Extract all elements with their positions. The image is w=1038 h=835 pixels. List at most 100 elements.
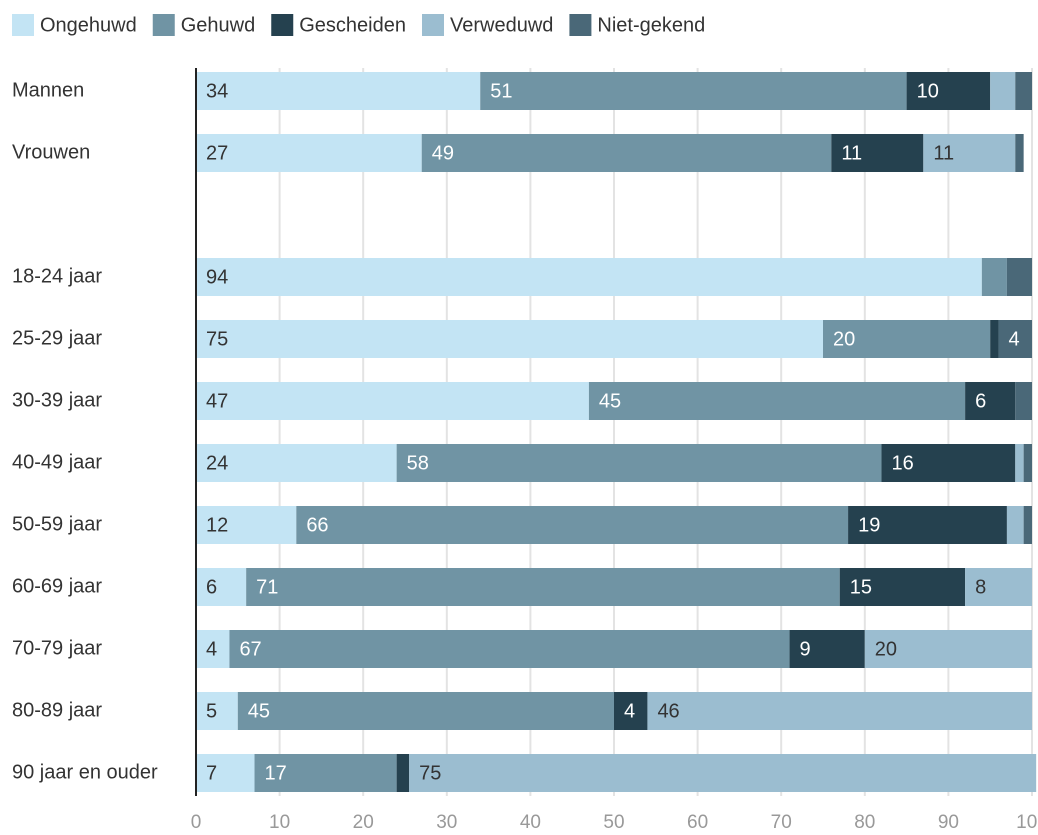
data-label: 6 bbox=[975, 390, 986, 412]
bar-segment bbox=[990, 72, 1016, 110]
category-label: 60-69 jaar bbox=[12, 575, 102, 597]
legend-label: Verweduwd bbox=[450, 14, 553, 36]
x-tick-label: 70 bbox=[771, 812, 792, 833]
data-label: 34 bbox=[206, 80, 228, 102]
bar-segment bbox=[998, 320, 1032, 358]
category-label: 50-59 jaar bbox=[12, 513, 102, 535]
data-label: 20 bbox=[833, 328, 855, 350]
data-label: 19 bbox=[858, 514, 880, 536]
data-label: 15 bbox=[850, 576, 872, 598]
bar-segment bbox=[196, 506, 297, 544]
bar-segment bbox=[981, 258, 1007, 296]
x-tick-label: 60 bbox=[687, 812, 708, 833]
data-label: 51 bbox=[490, 80, 512, 102]
bar-segment bbox=[1006, 506, 1024, 544]
data-label: 75 bbox=[206, 328, 228, 350]
bar-segment bbox=[1015, 134, 1024, 172]
bar-segment bbox=[1006, 258, 1032, 296]
legend-swatch bbox=[152, 14, 175, 36]
data-label: 16 bbox=[892, 452, 914, 474]
category-label: Mannen bbox=[12, 79, 84, 101]
bar-segment bbox=[990, 320, 999, 358]
bar-segment bbox=[254, 754, 397, 792]
bar-segment bbox=[1015, 382, 1032, 420]
bar-segment bbox=[296, 506, 849, 544]
data-label: 4 bbox=[206, 638, 217, 660]
data-label: 24 bbox=[206, 452, 228, 474]
bar-segment bbox=[588, 382, 966, 420]
legend-swatch bbox=[569, 14, 592, 36]
x-tick-label: 100 bbox=[1016, 812, 1038, 833]
category-label: 18-24 jaar bbox=[12, 265, 102, 287]
data-label: 45 bbox=[599, 390, 621, 412]
data-label: 5 bbox=[206, 700, 217, 722]
data-label: 10 bbox=[917, 80, 939, 102]
data-label: 66 bbox=[306, 514, 328, 536]
bar-segment bbox=[246, 568, 840, 606]
bar-segment bbox=[196, 630, 230, 668]
data-label: 75 bbox=[419, 762, 441, 784]
bar-segment bbox=[647, 692, 1032, 730]
bar-segment bbox=[196, 258, 982, 296]
x-tick-label: 40 bbox=[520, 812, 541, 833]
bar-segment bbox=[409, 754, 1037, 792]
bar-segment bbox=[965, 382, 1016, 420]
bar-segment bbox=[1023, 444, 1032, 482]
data-label: 4 bbox=[1009, 328, 1020, 350]
category-label: 40-49 jaar bbox=[12, 451, 102, 473]
bar-segment bbox=[965, 568, 1032, 606]
bar-segment bbox=[421, 134, 832, 172]
data-label: 67 bbox=[239, 638, 261, 660]
bar-segment bbox=[237, 692, 615, 730]
bar-segment bbox=[396, 754, 410, 792]
data-label: 46 bbox=[657, 700, 679, 722]
bar-segment bbox=[196, 134, 422, 172]
data-label: 9 bbox=[800, 638, 811, 660]
bar-segment bbox=[196, 754, 255, 792]
x-tick-label: 50 bbox=[603, 812, 624, 833]
bar-segment bbox=[614, 692, 648, 730]
x-tick-label: 10 bbox=[269, 812, 290, 833]
data-label: 20 bbox=[875, 638, 897, 660]
bar-segment bbox=[789, 630, 865, 668]
bar-segment bbox=[196, 72, 481, 110]
bar-segment bbox=[1023, 506, 1032, 544]
data-label: 94 bbox=[206, 266, 228, 288]
bar-segment bbox=[823, 320, 991, 358]
category-label: Vrouwen bbox=[12, 141, 90, 163]
category-label: 70-79 jaar bbox=[12, 637, 102, 659]
category-label: 25-29 jaar bbox=[12, 327, 102, 349]
bar-segment bbox=[196, 320, 823, 358]
x-tick-label: 90 bbox=[938, 812, 959, 833]
bar-segment bbox=[480, 72, 907, 110]
bar-segment bbox=[831, 134, 924, 172]
grid bbox=[278, 68, 1033, 796]
x-tick-label: 80 bbox=[854, 812, 875, 833]
x-tick-label: 20 bbox=[353, 812, 374, 833]
data-label: 6 bbox=[206, 576, 217, 598]
data-label: 4 bbox=[624, 700, 635, 722]
data-label: 71 bbox=[256, 576, 278, 598]
bar-segment bbox=[229, 630, 790, 668]
bar-segment bbox=[196, 692, 238, 730]
category-label: 90 jaar en ouder bbox=[12, 761, 158, 783]
data-label: 11 bbox=[841, 142, 862, 164]
category-label: 30-39 jaar bbox=[12, 389, 102, 411]
bar-segment bbox=[1015, 444, 1024, 482]
bar-segment bbox=[196, 382, 589, 420]
legend-swatch bbox=[271, 14, 294, 36]
legend-label: Ongehuwd bbox=[40, 14, 137, 36]
legend-label: Niet-gekend bbox=[597, 14, 705, 36]
data-label: 12 bbox=[206, 514, 228, 536]
data-label: 45 bbox=[248, 700, 270, 722]
bar-segment bbox=[864, 630, 1032, 668]
data-label: 49 bbox=[432, 142, 454, 164]
bar-segment bbox=[881, 444, 1016, 482]
bar-segment bbox=[923, 134, 1016, 172]
bar-segment bbox=[906, 72, 991, 110]
legend-swatch bbox=[422, 14, 444, 36]
bar-segment bbox=[196, 444, 397, 482]
category-label: 80-89 jaar bbox=[12, 699, 102, 721]
data-label: 7 bbox=[206, 762, 217, 784]
